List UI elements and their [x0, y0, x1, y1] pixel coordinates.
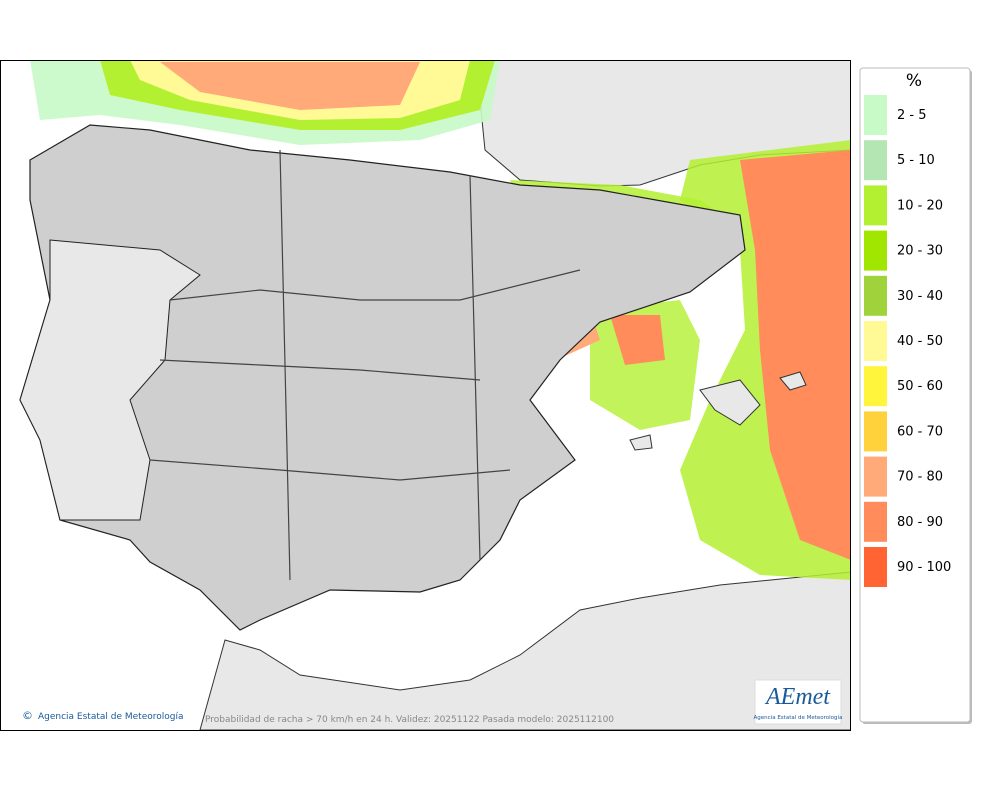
credit: Agencia Estatal de Meteorología: [38, 712, 184, 722]
copyright-symbol: ©: [22, 709, 33, 722]
legend: % 2 - 5 5 - 10 10 - 20 20 - 30 30 - 40 40 - 5…: [859, 67, 972, 724]
legend-swatch: [864, 185, 887, 226]
legend-label: 40 - 50: [897, 334, 943, 349]
legend-label: 10 - 20: [897, 198, 943, 213]
legend-label: 50 - 60: [897, 379, 943, 394]
map-frame: [0, 60, 851, 731]
logo: AEmet Agencia Estatal de Meteorología: [754, 679, 843, 725]
legend-swatch: [864, 140, 887, 181]
caption: Probabilidad de racha > 70 km/h en 24 h.…: [205, 715, 614, 725]
logo-text: AEmet: [764, 684, 831, 710]
legend-swatch: [864, 321, 887, 361]
legend-label: 5 - 10: [897, 153, 935, 168]
legend-swatch: [864, 456, 887, 497]
logo-subtitle: Agencia Estatal de Meteorología: [754, 714, 843, 721]
legend-swatch: [864, 230, 887, 271]
legend-label: 2 - 5: [897, 108, 927, 123]
legend-swatch: [864, 411, 887, 452]
legend-label: 60 - 70: [897, 424, 943, 439]
legend-swatch: [864, 275, 887, 316]
map: [1, 60, 851, 730]
legend-swatch: [864, 366, 887, 407]
legend-label: 70 - 80: [897, 470, 943, 485]
legend-swatch: [864, 547, 887, 587]
legend-label: 20 - 30: [897, 244, 943, 259]
legend-title: %: [906, 71, 922, 91]
legend-swatch: [864, 95, 887, 135]
legend-label: 80 - 90: [897, 515, 943, 530]
legend-label: 90 - 100: [897, 560, 951, 575]
legend-label: 30 - 40: [897, 289, 943, 304]
legend-swatch: [864, 501, 887, 542]
